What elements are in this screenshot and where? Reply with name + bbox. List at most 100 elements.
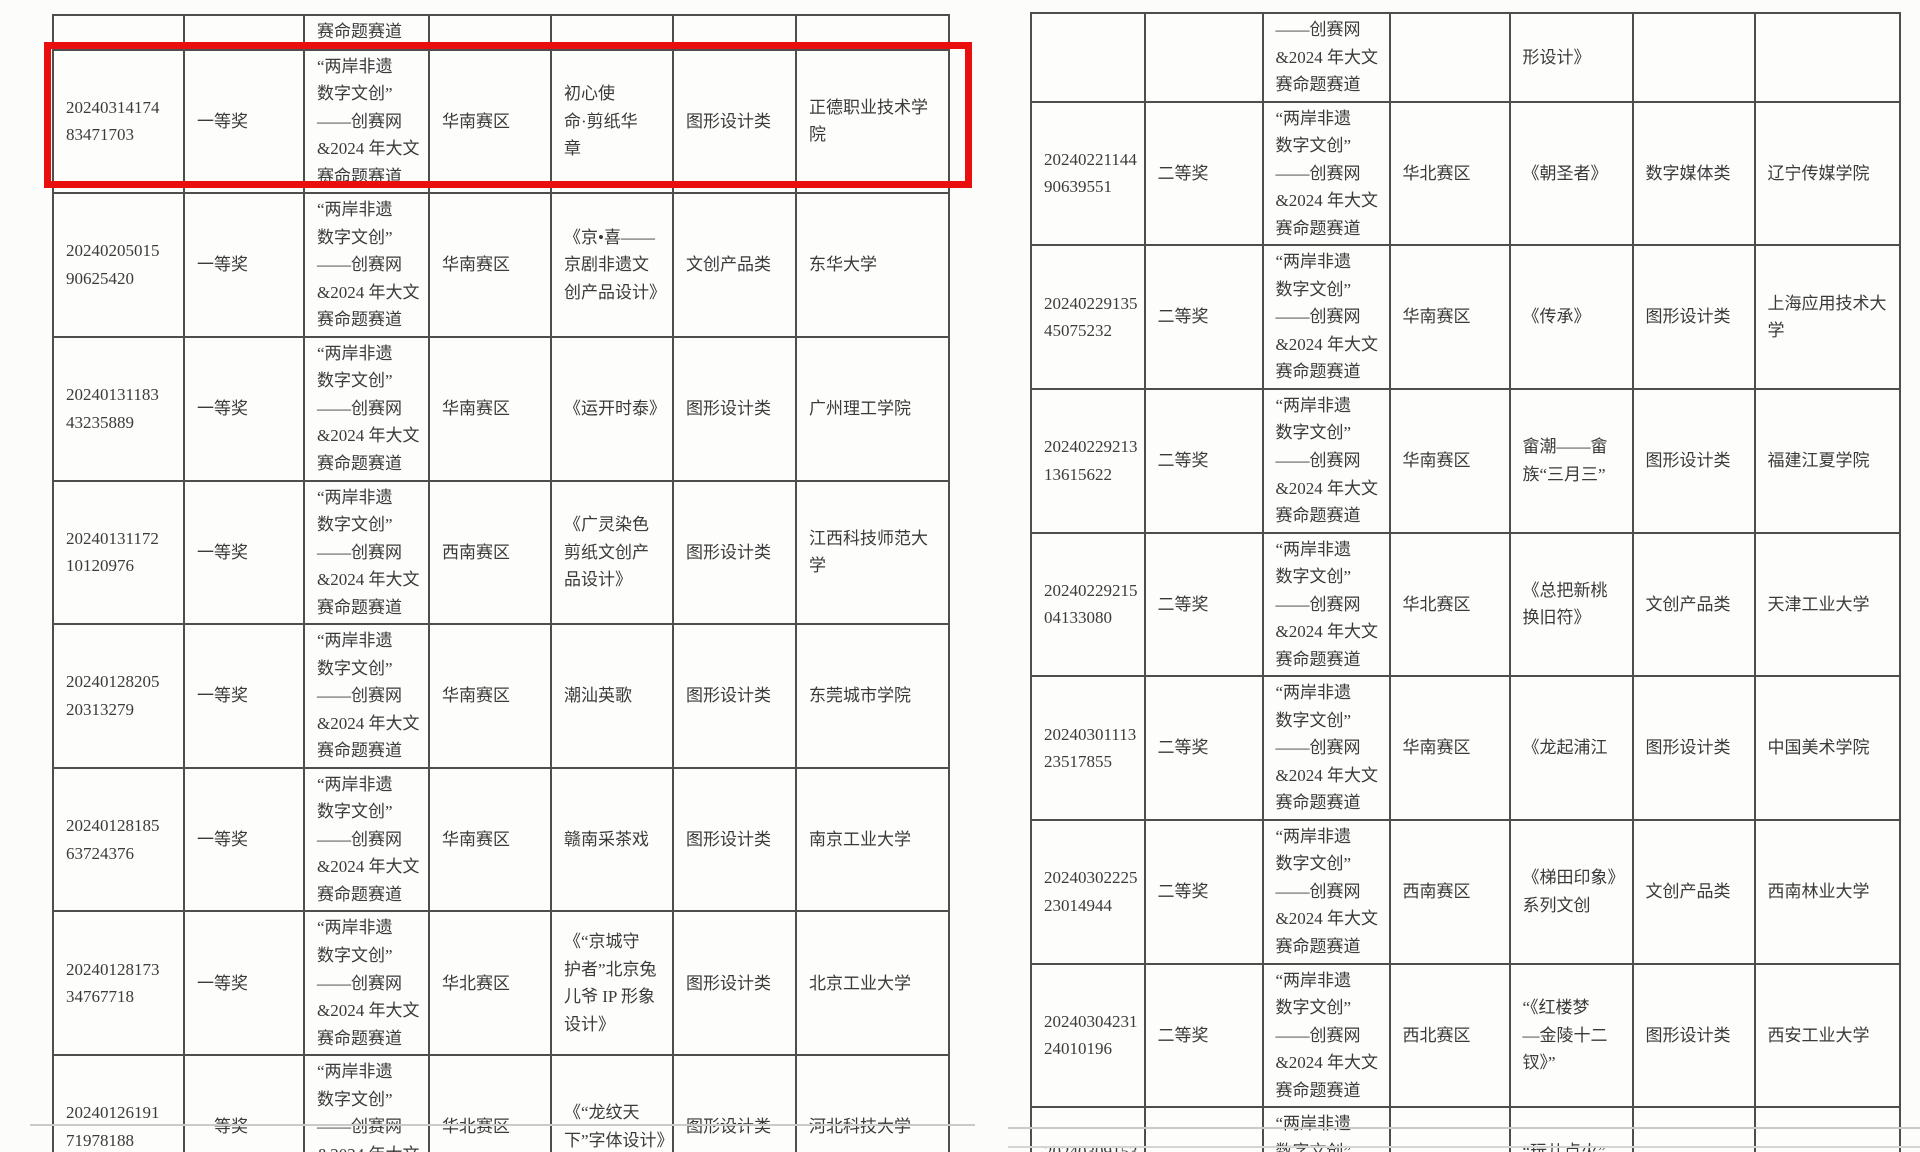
cell-work: 《总把新桃 换旧符》 bbox=[1508, 531, 1634, 678]
cell-track: “两岸非遗 数字文创” ——创赛网 &2024 年大文 赛命题赛道 bbox=[1261, 244, 1391, 390]
cell-category: 图形设计类 bbox=[672, 910, 797, 1057]
cell-category: 图形设计类 bbox=[1631, 675, 1756, 821]
table-row: 20240128205 20313279 一等奖 “两岸非遗 数字文创” ——创赛网… bbox=[52, 623, 950, 769]
cell-work: 《梯田印象》 系列文创 bbox=[1508, 818, 1634, 965]
cell-category bbox=[1631, 12, 1756, 103]
cell-award: 二等奖 bbox=[1143, 531, 1264, 678]
cell-track: “两岸非遗 数字文创” ——创赛网 &2024 年大文 赛命题赛道 bbox=[303, 48, 430, 195]
cell-school: 正德职业技术学 院 bbox=[795, 48, 950, 195]
cell-award: 一等奖 bbox=[183, 910, 305, 1057]
cell-school: 中国美术学院 bbox=[1753, 675, 1901, 821]
cell-id: 20240302225 23014944 bbox=[1030, 818, 1146, 965]
cell-region: 华南赛区 bbox=[428, 192, 552, 338]
table-row: 20240301113 23517855 二等奖 “两岸非遗 数字文创” ——创赛网… bbox=[1030, 675, 1901, 821]
cell-region: 西南赛区 bbox=[428, 479, 552, 626]
cell-region: 华南赛区 bbox=[1388, 675, 1511, 821]
cell-school bbox=[1753, 12, 1901, 103]
cell-id: 20240229135 45075232 bbox=[1030, 244, 1146, 390]
cell-award: 一等奖 bbox=[183, 766, 305, 913]
cell-work: 《广灵染色 剪纸文创产 品设计》 bbox=[550, 479, 674, 626]
cell-track: “两岸非遗 数字文创” ——创赛网 &2024 年大文 赛命题赛道 bbox=[303, 192, 430, 338]
cell-category: 图形设计类 bbox=[1631, 387, 1756, 534]
cell-school: 江西科技师范大 学 bbox=[795, 479, 950, 626]
cell-work: 《“龙纹天 下”字体设计》 bbox=[550, 1054, 674, 1152]
cell-work: 《京•喜—— 京剧非遗文 创产品设计》 bbox=[550, 192, 674, 338]
cell-id: 20240229215 04133080 bbox=[1030, 531, 1146, 678]
cell-region: 华南赛区 bbox=[428, 766, 552, 913]
cell-region bbox=[428, 13, 552, 51]
cell-category: 图形设计类 bbox=[672, 48, 797, 195]
cell-region bbox=[1388, 12, 1511, 103]
cell-track: “两岸非遗 数字文创” ——创赛网 &2024 年大文 赛命题赛道 bbox=[1261, 675, 1391, 821]
cell-id: 20240131172 10120976 bbox=[52, 479, 185, 626]
cell-work: 潮汕英歌 bbox=[550, 623, 674, 769]
cell-id: 20240131183 43235889 bbox=[52, 335, 185, 482]
page-edge-line bbox=[1008, 1127, 1920, 1129]
award-table-first-prize: 赛命题赛道 20240314174 83471703 一等奖 “两岸非遗 数字文创” … bbox=[52, 13, 950, 1152]
page-edge-line bbox=[1008, 1146, 1920, 1148]
cell-track: “两岸非遗 数字文创” ——创赛网 &2024 年大文 赛命题赛道 bbox=[303, 623, 430, 769]
cell-school bbox=[795, 13, 950, 51]
cell-category: 图形设计类 bbox=[672, 623, 797, 769]
cell-track: “两岸非遗 数字文创” ——创赛网 &2024 年大文 赛命题赛道 bbox=[303, 910, 430, 1057]
cell-award: 一等奖 bbox=[183, 623, 305, 769]
cell-work: 《传承》 bbox=[1508, 244, 1634, 390]
cell-work bbox=[550, 13, 674, 51]
cell-award: 二等奖 bbox=[1143, 675, 1264, 821]
table-row: 20240304231 24010196 二等奖 “两岸非遗 数字文创” ——创赛网… bbox=[1030, 962, 1901, 1109]
cell-region: 华北赛区 bbox=[1388, 100, 1511, 247]
cell-school: 东莞城市学院 bbox=[795, 623, 950, 769]
cell-school: 天津工业大学 bbox=[1753, 531, 1901, 678]
cell-track: ——创赛网 &2024 年大文 赛命题赛道 bbox=[1261, 12, 1391, 103]
cell-region: 西南赛区 bbox=[1388, 818, 1511, 965]
cell-category: 图形设计类 bbox=[1631, 962, 1756, 1109]
cell-track: “两岸非遗 数字文创” ——创赛网 &2024 年大文 赛命题赛道 bbox=[1261, 962, 1391, 1109]
cell-category: 文创产品类 bbox=[1631, 818, 1756, 965]
cell-work: 初心使 命·剪纸华 章 bbox=[550, 48, 674, 195]
cell-region: 华南赛区 bbox=[1388, 244, 1511, 390]
cell-track: “两岸非遗 数字文创” ——创赛网 &2024 年大文 赛命题赛道 bbox=[303, 766, 430, 913]
cell-track: “两岸非遗 数字文创” ——创赛网 &2024 年大文 赛命题赛道 bbox=[303, 335, 430, 482]
cell-region: 华北赛区 bbox=[428, 1054, 552, 1152]
cell-school: 福建江夏学院 bbox=[1753, 387, 1901, 534]
cell-id bbox=[52, 13, 185, 51]
page-edge-line bbox=[30, 1124, 975, 1126]
cell-category: 文创产品类 bbox=[672, 192, 797, 338]
cell-id: 20240126191 71978188 bbox=[52, 1054, 185, 1152]
table-row: 20240131183 43235889 一等奖 “两岸非遗 数字文创” ——创赛网… bbox=[52, 335, 950, 482]
cell-category bbox=[672, 13, 797, 51]
table-row: 20240128173 34767718 一等奖 “两岸非遗 数字文创” ——创赛网… bbox=[52, 910, 950, 1057]
cell-work: “《红楼梦 —金陵十二 钗》” bbox=[1508, 962, 1634, 1109]
cell-track: “两岸非遗 数字文创” ——创赛网 &2024 年大文 赛命题赛道 bbox=[303, 1054, 430, 1152]
cell-id: 20240128185 63724376 bbox=[52, 766, 185, 913]
cell-award: 一等奖 bbox=[183, 48, 305, 195]
table-row: 20240302225 23014944 二等奖 “两岸非遗 数字文创” ——创赛网… bbox=[1030, 818, 1901, 965]
cell-school: 辽宁传媒学院 bbox=[1753, 100, 1901, 247]
cell-category: 图形设计类 bbox=[672, 335, 797, 482]
cell-work: 赣南采茶戏 bbox=[550, 766, 674, 913]
cell-region: 华北赛区 bbox=[1388, 531, 1511, 678]
cell-school: 南京工业大学 bbox=[795, 766, 950, 913]
cell-id: 20240229213 13615622 bbox=[1030, 387, 1146, 534]
cell-award: 二等奖 bbox=[1143, 962, 1264, 1109]
table-row: ——创赛网 &2024 年大文 赛命题赛道 形设计》 bbox=[1030, 12, 1901, 103]
cell-track: “两岸非遗 数字文创” ——创赛网 &2024 年大文 赛命题赛道 bbox=[1261, 818, 1391, 965]
cell-id: 20240205015 90625420 bbox=[52, 192, 185, 338]
cell-award: 一等奖 bbox=[183, 479, 305, 626]
cell-track: “两岸非遗 数字文创” ——创赛网 &2024 年大文 赛命题赛道 bbox=[303, 479, 430, 626]
cell-id bbox=[1030, 12, 1146, 103]
cell-award: 二等奖 bbox=[1143, 100, 1264, 247]
award-table-second-prize: ——创赛网 &2024 年大文 赛命题赛道 形设计》 20240221144 906… bbox=[1030, 12, 1901, 1152]
cell-id: 20240314174 83471703 bbox=[52, 48, 185, 195]
cell-award bbox=[1143, 12, 1264, 103]
table-row: 20240205015 90625420 一等奖 “两岸非遗 数字文创” ——创赛网… bbox=[52, 192, 950, 338]
cell-work: 畲潮——畲 族“三月三” bbox=[1508, 387, 1634, 534]
cell-school: 西南民族大学 bbox=[1753, 1106, 1901, 1152]
cell-region: 华北赛区 bbox=[428, 910, 552, 1057]
cell-school: 东华大学 bbox=[795, 192, 950, 338]
cell-school: 上海应用技术大 学 bbox=[1753, 244, 1901, 390]
cell-category: 文创产品类 bbox=[1631, 531, 1756, 678]
cell-school: 西安工业大学 bbox=[1753, 962, 1901, 1109]
cell-region: 华南赛区 bbox=[428, 335, 552, 482]
